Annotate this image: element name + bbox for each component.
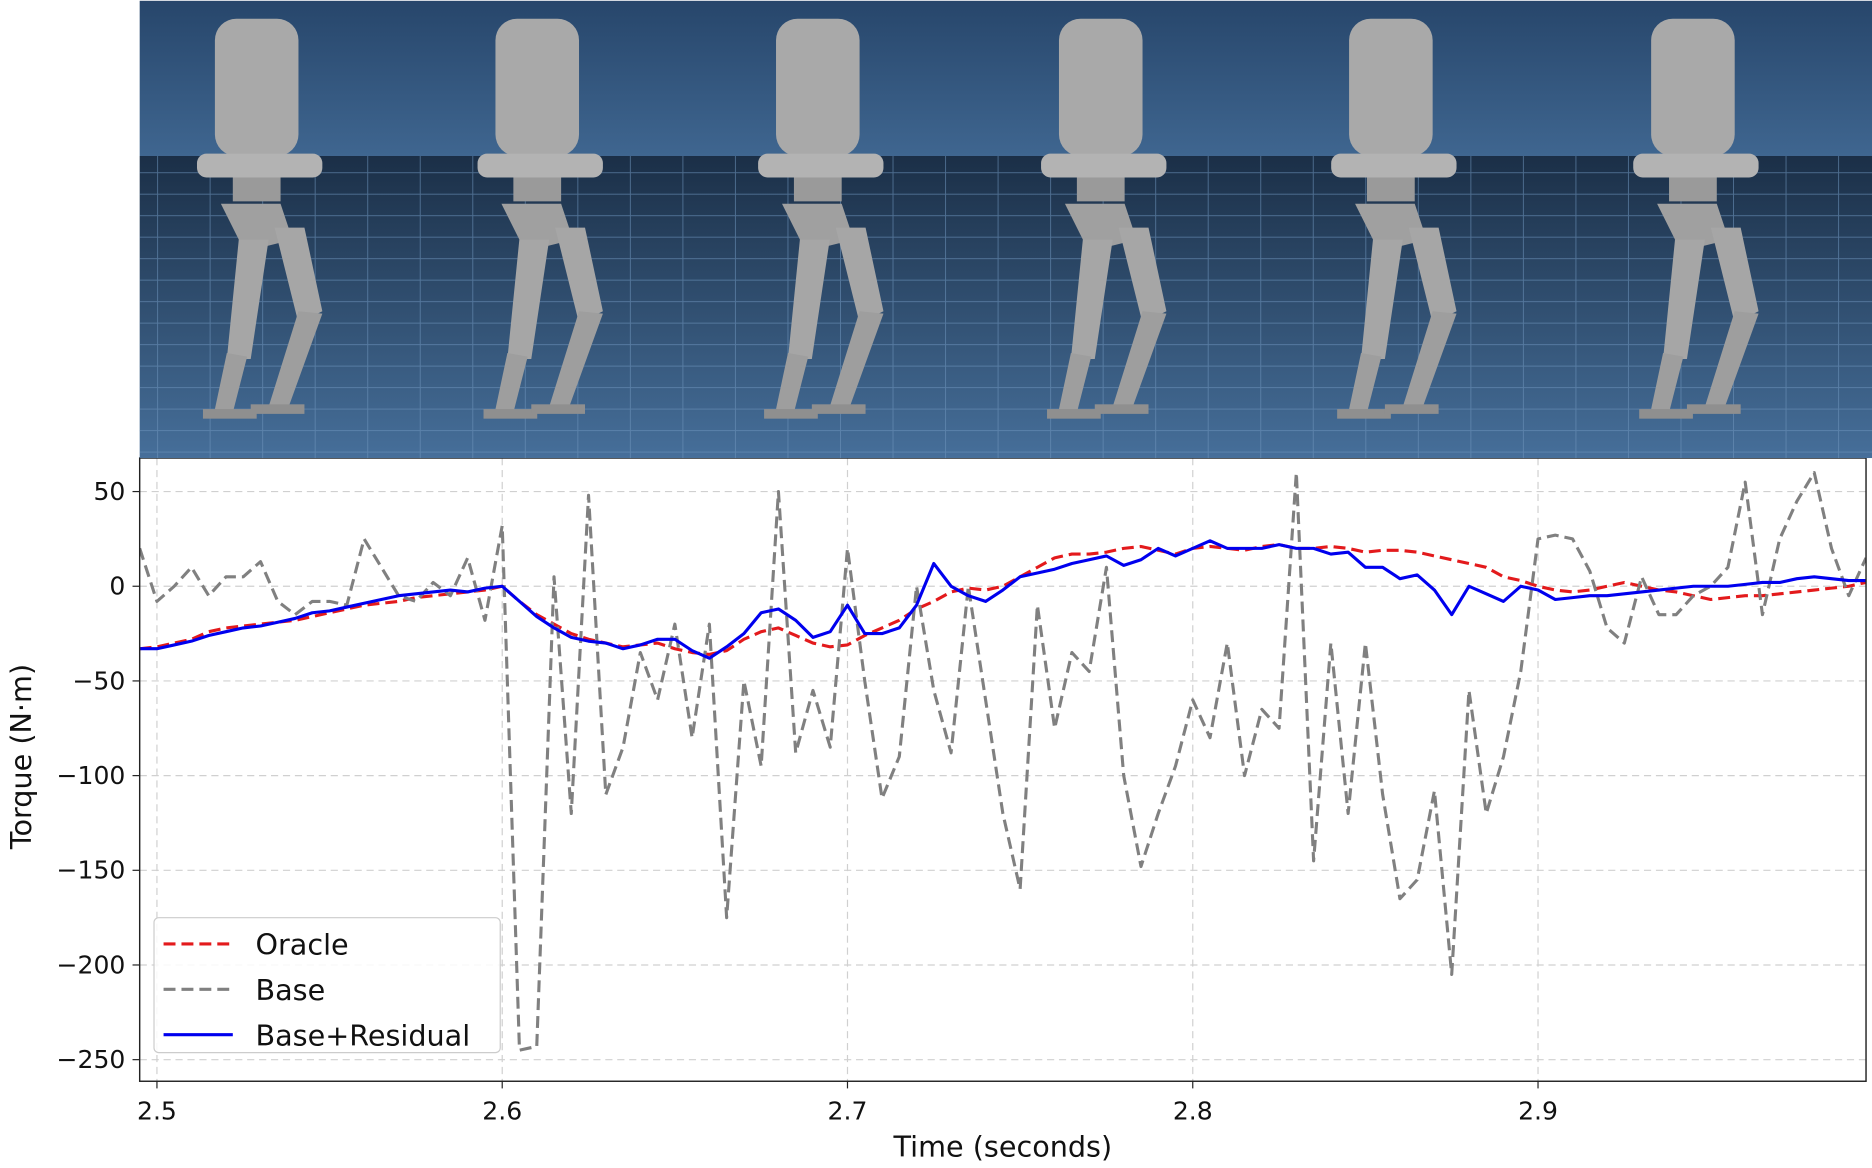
plot-area: 2.5 2.6 2.7 2.8 2.9 −250 −200 −150 −100 −50 0 50 Ti…	[4, 457, 1867, 1163]
y-tick-label: 50	[93, 477, 125, 506]
y-tick-label: −200	[57, 950, 126, 979]
legend: Oracle Base Base+Residual	[153, 917, 501, 1054]
x-tick-label: 2.8	[1173, 1096, 1213, 1125]
ticks: 2.5 2.6 2.7 2.8 2.9 −250 −200 −150 −100 −50 0 50	[57, 477, 1558, 1126]
x-tick-label: 2.7	[828, 1096, 868, 1125]
y-tick-label: −250	[57, 1045, 126, 1074]
legend-box	[153, 917, 501, 1054]
x-tick-label: 2.9	[1518, 1096, 1558, 1125]
sky	[139, 0, 1872, 156]
grid	[139, 458, 1867, 1082]
series-line	[139, 539, 1867, 660]
y-tick-label: −100	[57, 761, 126, 790]
floor-tiles	[139, 155, 1872, 459]
y-tick-label: −50	[72, 666, 125, 695]
x-axis-label: Time (seconds)	[893, 1129, 1113, 1163]
series-lines	[139, 471, 1867, 1052]
y-tick-label: 0	[109, 572, 125, 601]
legend-label: Oracle	[255, 928, 348, 962]
x-tick-label: 2.6	[482, 1096, 522, 1125]
series-line	[139, 471, 1867, 1052]
x-tick-label: 2.5	[137, 1096, 177, 1125]
y-axis-label: Torque (N·m)	[4, 664, 38, 850]
legend-label: Base	[255, 973, 325, 1007]
y-tick-label: −150	[57, 856, 126, 885]
simulation-render	[139, 0, 1872, 459]
series-line	[139, 543, 1867, 656]
legend-label: Base+Residual	[255, 1018, 470, 1052]
